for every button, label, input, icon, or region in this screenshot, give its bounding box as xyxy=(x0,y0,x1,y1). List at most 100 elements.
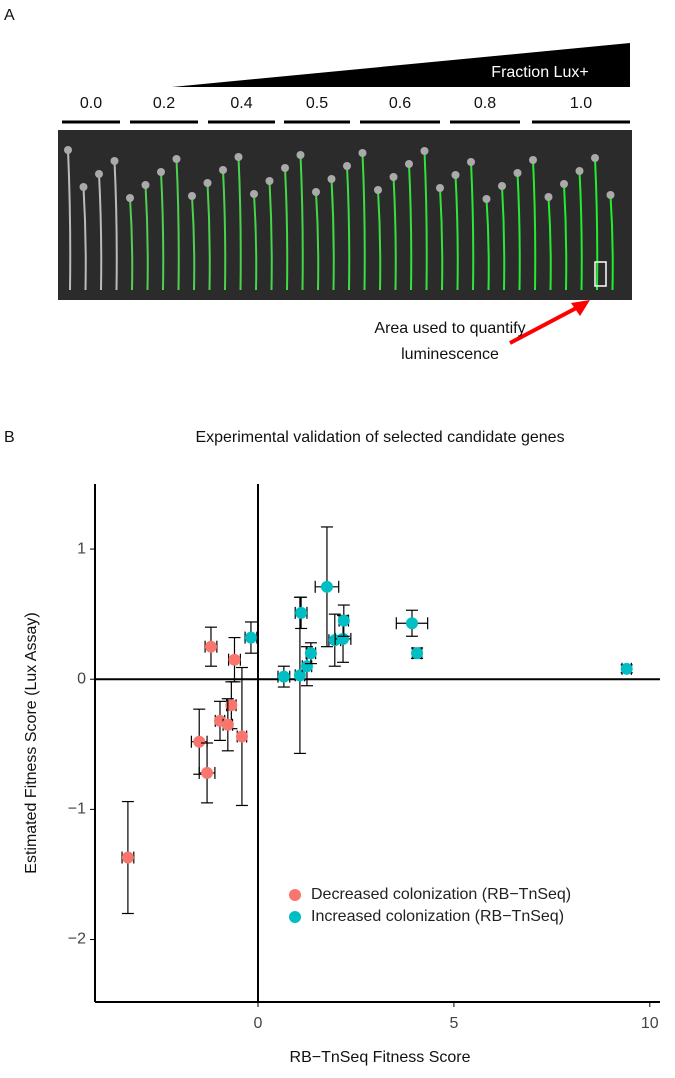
leaf xyxy=(188,192,196,200)
annotation-line: Area used to quantify xyxy=(374,320,525,337)
gradient-wedge xyxy=(172,43,630,87)
leaf xyxy=(172,155,181,163)
leaf xyxy=(482,195,491,203)
point xyxy=(201,766,214,779)
point xyxy=(337,632,350,645)
leaf xyxy=(234,153,243,161)
leaf xyxy=(250,190,258,198)
seedling xyxy=(423,150,428,291)
seedling xyxy=(392,176,397,291)
seedling xyxy=(237,156,242,291)
leaf xyxy=(79,183,88,191)
fraction-label: 0.6 xyxy=(389,95,411,112)
point xyxy=(295,606,308,619)
seedling xyxy=(315,191,320,291)
seedling xyxy=(206,182,211,291)
point xyxy=(193,735,206,748)
leaf xyxy=(157,168,165,176)
leaf xyxy=(606,191,615,199)
point xyxy=(320,580,333,593)
seedling xyxy=(346,165,351,291)
seedling xyxy=(82,186,87,291)
panel-label: A xyxy=(4,7,15,24)
point xyxy=(411,647,424,660)
seedling xyxy=(532,159,537,291)
leaf xyxy=(420,147,429,155)
leaf xyxy=(405,160,413,168)
point xyxy=(337,614,350,627)
seedling xyxy=(454,174,459,291)
leaf xyxy=(389,173,398,181)
panel-label: B xyxy=(4,429,15,446)
legend-label: Increased colonization (RB−TnSeq) xyxy=(311,908,564,925)
fraction-label: 0.8 xyxy=(474,95,496,112)
seedling xyxy=(377,189,382,291)
seedling-photo xyxy=(58,130,632,300)
seedling xyxy=(284,167,289,291)
point xyxy=(620,662,633,675)
seedling xyxy=(485,198,490,291)
seedling xyxy=(501,185,506,291)
wedge-label: Fraction Lux+ xyxy=(491,64,588,81)
seedling xyxy=(470,161,475,291)
legend-label: Decreased colonization (RB−TnSeq) xyxy=(311,886,571,903)
seedling xyxy=(330,178,335,291)
leaf xyxy=(374,186,382,194)
leaf xyxy=(203,179,212,187)
leaf xyxy=(110,157,119,165)
annotation-line: luminescence xyxy=(401,346,499,363)
arrow-head xyxy=(571,300,590,316)
leaf xyxy=(64,146,72,154)
point xyxy=(304,647,317,660)
leaf xyxy=(126,194,134,202)
seedling xyxy=(547,196,552,291)
leaf xyxy=(95,170,103,178)
leaf xyxy=(219,166,227,174)
seedling xyxy=(594,157,599,291)
seedling xyxy=(144,184,149,291)
fraction-label: 0.2 xyxy=(153,95,175,112)
point xyxy=(204,640,217,653)
fraction-label: 1.0 xyxy=(570,95,592,112)
x-tick-label: 5 xyxy=(449,1015,458,1032)
leaf xyxy=(451,171,460,179)
seedling xyxy=(160,171,165,291)
leaf xyxy=(265,177,274,185)
point xyxy=(225,699,238,712)
seedling xyxy=(98,173,103,291)
seedling xyxy=(113,160,118,291)
leaf xyxy=(498,182,506,190)
x-axis-label: RB−TnSeq Fitness Score xyxy=(290,1049,471,1066)
point xyxy=(235,730,248,743)
seedling xyxy=(175,158,180,291)
leaf xyxy=(575,167,584,175)
seedling xyxy=(67,149,72,291)
seedling xyxy=(222,169,227,291)
seedling xyxy=(253,193,258,291)
seedling xyxy=(578,170,583,291)
y-tick-label: −2 xyxy=(68,931,86,948)
seedling xyxy=(609,194,614,291)
chart-title: Experimental validation of selected cand… xyxy=(195,429,564,446)
point xyxy=(277,670,290,683)
seedling xyxy=(191,195,196,291)
leaf xyxy=(529,156,537,164)
seedling xyxy=(563,183,568,291)
leaf xyxy=(591,154,599,162)
point xyxy=(228,653,241,666)
leaf xyxy=(281,164,289,172)
seedling xyxy=(439,187,444,291)
y-tick-label: −1 xyxy=(68,801,86,818)
leaf xyxy=(358,149,367,157)
point xyxy=(293,669,306,682)
point xyxy=(405,617,418,630)
seedling xyxy=(268,180,273,291)
fraction-label: 0.5 xyxy=(306,95,328,112)
leaf xyxy=(141,181,150,189)
fraction-label: 0.4 xyxy=(230,95,252,112)
quantify-box xyxy=(594,261,607,287)
y-tick-label: 1 xyxy=(77,540,86,557)
seedling xyxy=(408,163,413,291)
leaf xyxy=(513,169,522,177)
